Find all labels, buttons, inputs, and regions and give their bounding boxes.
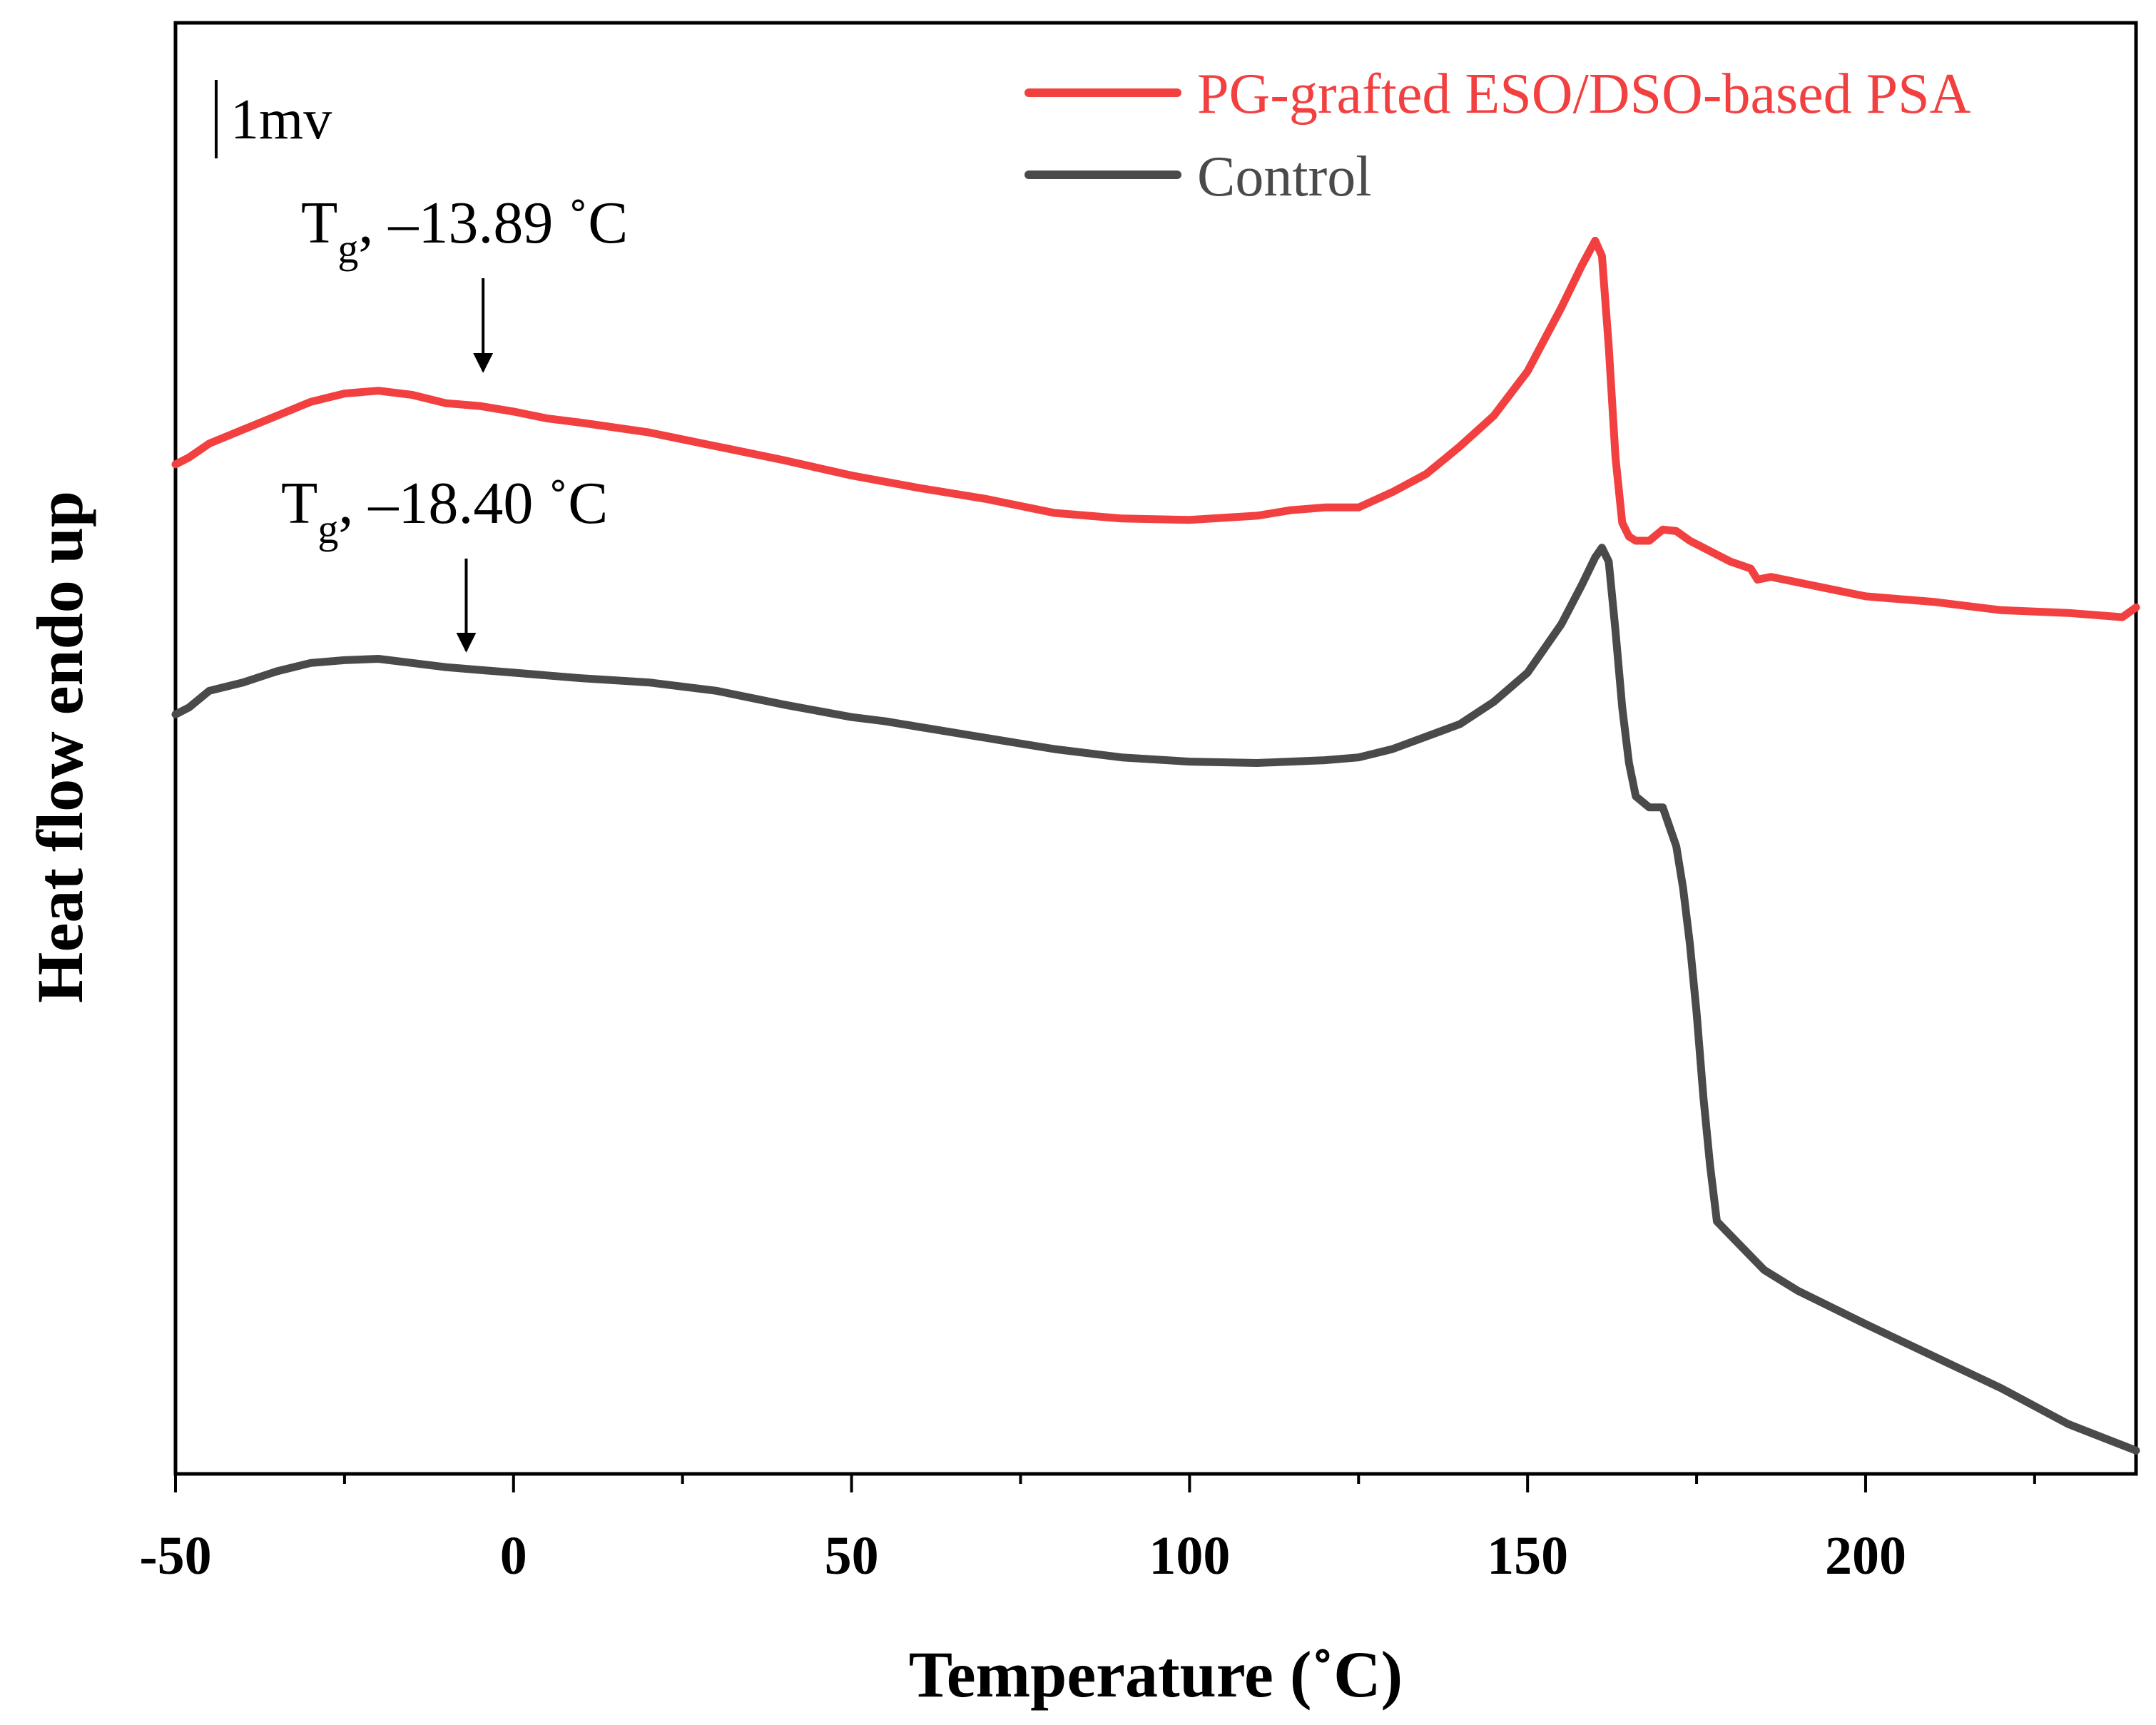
- legend: PG-grafted ESO/DSO-based PSA Control: [1024, 63, 1971, 208]
- tg-label-pg-grafted: Tg, –13.89 ˚C: [301, 190, 628, 272]
- tg-annotation-pg-grafted: Tg, –13.89 ˚C: [301, 190, 628, 373]
- y-axis-title: Heat flow endo up: [24, 491, 96, 1003]
- x-tick-label: 100: [1149, 1526, 1230, 1586]
- legend-label-pg-grafted: PG-grafted ESO/DSO-based PSA: [1197, 63, 1971, 126]
- series-line-pg-grafted-eso-dso-based-psa: [171, 236, 2140, 621]
- x-axis-title: Temperature (˚C): [909, 1638, 1403, 1711]
- series-layer: [171, 236, 2140, 1455]
- x-axis-ticks: [174, 1474, 2036, 1492]
- x-tick-label: 50: [825, 1526, 879, 1586]
- tg-label-control: Tg, –18.40 ˚C: [281, 470, 608, 552]
- x-axis-tick-labels: -50 0 50 100 150 200: [139, 1526, 1906, 1586]
- plot-frame: [173, 21, 2138, 1476]
- x-tick-label: -50: [139, 1526, 211, 1586]
- legend-label-control: Control: [1197, 146, 1371, 208]
- x-tick-label: 200: [1825, 1526, 1906, 1586]
- scale-bar-label: 1mv: [230, 88, 332, 151]
- tg-annotation-control: Tg, –18.40 ˚C: [281, 470, 608, 653]
- x-tick-label: 150: [1487, 1526, 1568, 1586]
- series-line-control: [171, 544, 2140, 1455]
- x-tick-label: 0: [500, 1526, 527, 1586]
